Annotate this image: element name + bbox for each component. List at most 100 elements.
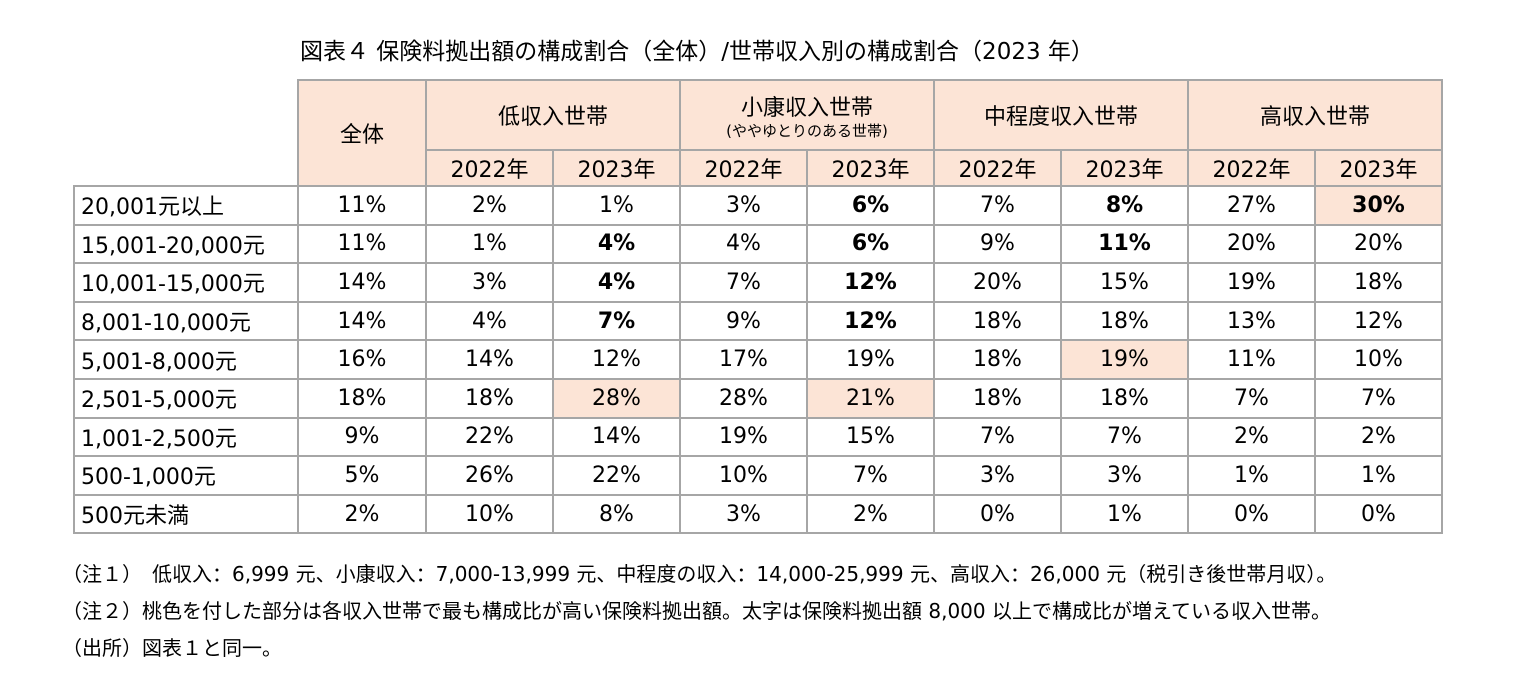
table-row: 20,001元以上 11% 2% 1% 3% 6% 7% 8% 27% 30%: [73, 185, 1443, 226]
table-cell: 14%: [297, 300, 427, 342]
group-header-lower-middle-income: 小康収入世帯 (ややゆとりのある世帯): [679, 79, 935, 151]
table-body: 20,001元以上 11% 2% 1% 3% 6% 7% 8% 27% 30% 15,001-20,…: [73, 185, 1443, 535]
note-2: （注２）桃色を付した部分は各収入世帯で最も構成比が高い保険料拠出額。太字は保険料…: [62, 599, 1331, 623]
table-row: 2,501-5,000元 18% 18% 28% 28% 21% 18% 18% 7% 7%: [73, 377, 1443, 419]
table-cell: 28%: [679, 377, 808, 419]
table-row: 10,001-15,000元 14% 3% 4% 7% 12% 20% 15% 19% 18%: [73, 262, 1443, 303]
table-cell: 4%: [425, 300, 554, 342]
table-cell: 27%: [1187, 185, 1316, 226]
table-cell: 19%: [1187, 262, 1316, 303]
table-cell: 30%: [1314, 185, 1443, 226]
table-cell: 8%: [1060, 185, 1189, 226]
table-cell: 11%: [297, 185, 427, 226]
row-label: 1,001-2,500元: [73, 416, 299, 458]
table-cell: 18%: [1314, 262, 1443, 303]
table-cell: 18%: [933, 300, 1062, 342]
table-cell: 5%: [297, 455, 427, 496]
table-cell: 20%: [1187, 223, 1316, 265]
table-cell: 12%: [552, 339, 681, 380]
table-cell: 16%: [297, 339, 427, 380]
table-cell: 28%: [552, 377, 681, 419]
table-cell: 14%: [425, 339, 554, 380]
table-cell: 7%: [1060, 416, 1189, 458]
group-header-low-income: 低収入世帯: [425, 79, 681, 151]
row-label: 8,001-10,000元: [73, 300, 299, 342]
table-cell: 3%: [425, 262, 554, 303]
table-row: 500元未満 2% 10% 8% 3% 2% 0% 1% 0% 0%: [73, 493, 1443, 535]
table-row: 5,001-8,000元 16% 14% 12% 17% 19% 18% 19% 11% 10%: [73, 339, 1443, 380]
table-cell: 22%: [552, 455, 681, 496]
table-cell: 7%: [1187, 377, 1316, 419]
table-cell: 18%: [933, 377, 1062, 419]
table-cell: 10%: [679, 455, 808, 496]
table-cell: 18%: [1060, 300, 1189, 342]
table-cell: 12%: [806, 262, 935, 303]
table-cell: 0%: [1187, 493, 1316, 535]
table-cell: 7%: [933, 185, 1062, 226]
year-header: 2023年: [806, 149, 935, 187]
row-label: 500元未満: [73, 493, 299, 535]
chart-title: 図表４ 保険料拠出額の構成割合（全体）/世帯収入別の構成割合（2023 年）: [300, 39, 1094, 65]
table-row: 500-1,000元 5% 26% 22% 10% 7% 3% 3% 1% 1%: [73, 455, 1443, 496]
table-cell: 11%: [1187, 339, 1316, 380]
table-cell: 2%: [425, 185, 554, 226]
table-cell: 3%: [933, 455, 1062, 496]
group-header-overall: 全体: [297, 79, 427, 187]
table-cell: 18%: [425, 377, 554, 419]
source-note: （出所）図表１と同一。: [62, 636, 282, 660]
table-cell: 4%: [552, 223, 681, 265]
table-cell: 3%: [679, 185, 808, 226]
table-cell: 4%: [552, 262, 681, 303]
table-row: 15,001-20,000元 11% 1% 4% 4% 6% 9% 11% 20% 20%: [73, 223, 1443, 265]
table-cell: 15%: [1060, 262, 1189, 303]
row-label: 20,001元以上: [73, 185, 299, 226]
group-header-high-income: 高収入世帯: [1187, 79, 1443, 151]
table-cell: 10%: [425, 493, 554, 535]
table-cell: 19%: [1060, 339, 1189, 380]
table-cell: 12%: [1314, 300, 1443, 342]
table-cell: 15%: [806, 416, 935, 458]
table-cell: 1%: [1187, 455, 1316, 496]
year-header: 2023年: [1060, 149, 1189, 187]
table-cell: 2%: [806, 493, 935, 535]
table-cell: 6%: [806, 185, 935, 226]
table-cell: 20%: [933, 262, 1062, 303]
table-cell: 1%: [552, 185, 681, 226]
row-label: 500-1,000元: [73, 455, 299, 496]
table-cell: 9%: [297, 416, 427, 458]
row-label: 10,001-15,000元: [73, 262, 299, 303]
table-cell: 18%: [933, 339, 1062, 380]
table-cell: 1%: [425, 223, 554, 265]
table-cell: 7%: [1314, 377, 1443, 419]
table-cell: 14%: [297, 262, 427, 303]
table-cell: 18%: [1060, 377, 1189, 419]
table-row: 8,001-10,000元 14% 4% 7% 9% 12% 18% 18% 13% 12%: [73, 300, 1443, 342]
table-cell: 17%: [679, 339, 808, 380]
table-row: 1,001-2,500元 9% 22% 14% 19% 15% 7% 7% 2% 2%: [73, 416, 1443, 458]
year-header: 2022年: [679, 149, 808, 187]
table-cell: 18%: [297, 377, 427, 419]
corner-cell: [74, 80, 299, 187]
table-cell: 7%: [552, 300, 681, 342]
table-cell: 4%: [679, 223, 808, 265]
table-cell: 13%: [1187, 300, 1316, 342]
table-cell: 0%: [933, 493, 1062, 535]
table-cell: 1%: [1060, 493, 1189, 535]
row-label: 5,001-8,000元: [73, 339, 299, 380]
table-cell: 2%: [1314, 416, 1443, 458]
table-cell: 14%: [552, 416, 681, 458]
table-cell: 11%: [1060, 223, 1189, 265]
table-cell: 12%: [806, 300, 935, 342]
year-header: 2022年: [425, 149, 554, 187]
table-cell: 0%: [1314, 493, 1443, 535]
table-cell: 2%: [297, 493, 427, 535]
table-cell: 3%: [1060, 455, 1189, 496]
table-cell: 7%: [679, 262, 808, 303]
data-table: 全体 低収入世帯 小康収入世帯 (ややゆとりのある世帯) 中程度収入世帯 高収入世…: [73, 79, 1443, 535]
table-cell: 21%: [806, 377, 935, 419]
table-cell: 9%: [933, 223, 1062, 265]
group-header-middle-income: 中程度収入世帯: [933, 79, 1189, 151]
table-cell: 19%: [806, 339, 935, 380]
table-cell: 9%: [679, 300, 808, 342]
table-cell: 19%: [679, 416, 808, 458]
